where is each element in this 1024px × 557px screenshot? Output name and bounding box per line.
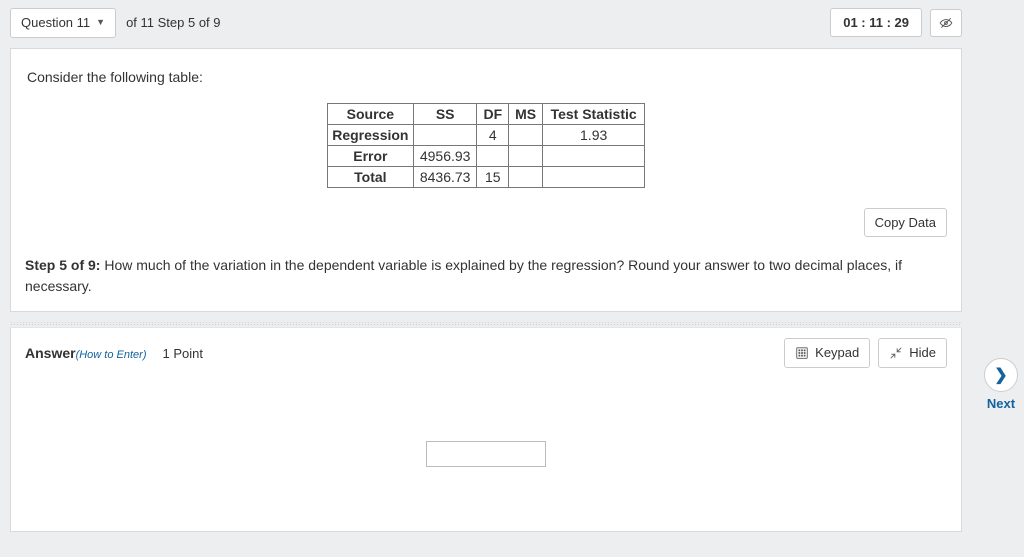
- answer-input[interactable]: [426, 441, 546, 467]
- chevron-right-icon: ❯: [984, 358, 1018, 392]
- visibility-toggle-button[interactable]: [930, 9, 962, 37]
- caret-down-icon: ▼: [96, 17, 105, 28]
- question-selector-label: Question 11: [21, 15, 90, 31]
- question-selector[interactable]: Question 11 ▼: [10, 8, 116, 38]
- keypad-icon: [795, 346, 809, 360]
- th-df: DF: [477, 103, 509, 124]
- table-row: Error 4956.93: [327, 145, 644, 166]
- answer-title: Answer: [25, 345, 76, 361]
- hide-label: Hide: [909, 345, 936, 361]
- th-ss: SS: [413, 103, 477, 124]
- cell-ss: 8436.73: [413, 166, 477, 187]
- question-header: Question 11 ▼ of 11 Step 5 of 9 01 : 11 …: [10, 0, 962, 48]
- answer-body: [10, 378, 962, 532]
- timer-display: 01 : 11 : 29: [830, 8, 922, 37]
- cell-ts: [543, 145, 645, 166]
- step-prompt: Step 5 of 9: How much of the variation i…: [25, 255, 947, 297]
- step-indicator: of 11 Step 5 of 9: [126, 15, 220, 30]
- keypad-label: Keypad: [815, 345, 859, 361]
- th-test-statistic: Test Statistic: [543, 103, 645, 124]
- copy-data-button[interactable]: Copy Data: [864, 208, 947, 238]
- cell-df: 4: [477, 124, 509, 145]
- cell-df: 15: [477, 166, 509, 187]
- cell-ms: [509, 124, 543, 145]
- th-ms: MS: [509, 103, 543, 124]
- cell-df: [477, 145, 509, 166]
- step-number: Step 5 of 9:: [25, 257, 100, 273]
- anova-table: Source SS DF MS Test Statistic Regressio…: [327, 103, 645, 188]
- collapse-icon: [889, 346, 903, 360]
- th-source: Source: [327, 103, 413, 124]
- hide-button[interactable]: Hide: [878, 338, 947, 368]
- cell-label: Regression: [327, 124, 413, 145]
- question-card: Consider the following table: Source SS …: [10, 48, 962, 313]
- table-row: Regression 4 1.93: [327, 124, 644, 145]
- table-header-row: Source SS DF MS Test Statistic: [327, 103, 644, 124]
- next-label: Next: [987, 396, 1015, 411]
- copy-data-label: Copy Data: [875, 215, 936, 231]
- how-to-enter-link[interactable]: (How to Enter): [76, 349, 147, 361]
- cell-ts: [543, 166, 645, 187]
- cell-ts: 1.93: [543, 124, 645, 145]
- keypad-button[interactable]: Keypad: [784, 338, 870, 368]
- next-button[interactable]: ❯ Next: [984, 358, 1018, 411]
- cell-label: Error: [327, 145, 413, 166]
- cell-label: Total: [327, 166, 413, 187]
- cell-ms: [509, 166, 543, 187]
- answer-header: Answer(How to Enter) 1 Point: [10, 328, 962, 378]
- cell-ms: [509, 145, 543, 166]
- cell-ss: [413, 124, 477, 145]
- points-label: 1 Point: [163, 346, 203, 361]
- eye-slash-icon: [939, 16, 953, 30]
- table-row: Total 8436.73 15: [327, 166, 644, 187]
- cell-ss: 4956.93: [413, 145, 477, 166]
- step-question-text: How much of the variation in the depende…: [25, 257, 902, 294]
- question-intro: Consider the following table:: [27, 69, 947, 85]
